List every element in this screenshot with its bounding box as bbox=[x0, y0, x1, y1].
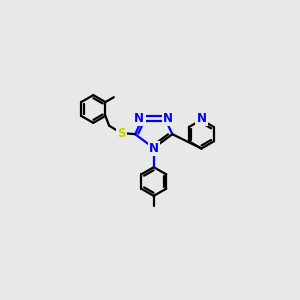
Text: S: S bbox=[117, 127, 125, 140]
Text: N: N bbox=[134, 112, 144, 125]
Text: N: N bbox=[196, 112, 206, 125]
Text: N: N bbox=[163, 112, 173, 125]
Text: N: N bbox=[149, 142, 159, 155]
